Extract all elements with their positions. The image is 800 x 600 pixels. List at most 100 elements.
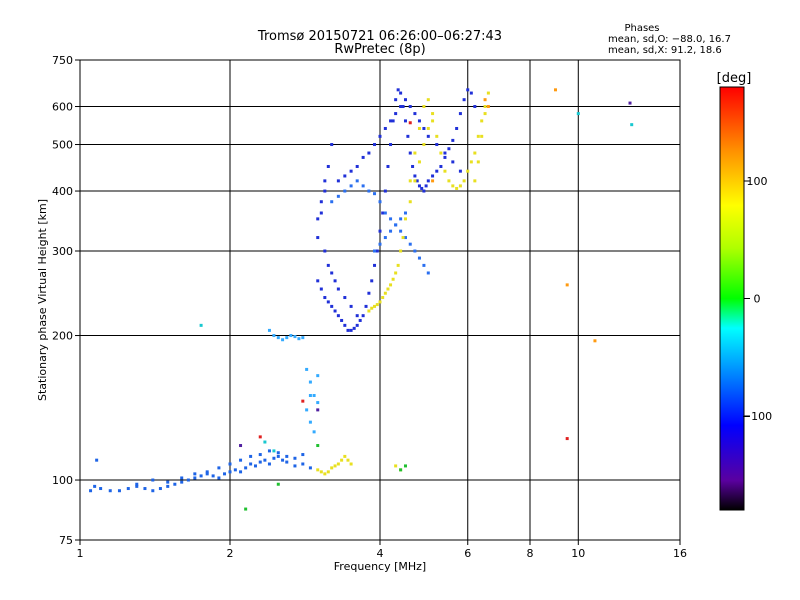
data-point — [431, 179, 435, 183]
data-point — [426, 98, 430, 102]
data-point — [361, 314, 365, 318]
data-point — [413, 249, 417, 253]
data-point — [330, 143, 334, 147]
data-point — [439, 151, 443, 155]
data-point — [451, 138, 455, 142]
data-point — [249, 462, 253, 466]
data-point — [281, 458, 285, 462]
data-point — [293, 464, 297, 468]
data-point — [319, 470, 323, 474]
data-point — [422, 105, 426, 109]
data-point — [316, 444, 320, 448]
y-tick-label: 100 — [52, 474, 73, 487]
data-point — [301, 453, 305, 457]
data-point — [483, 98, 487, 102]
data-point — [593, 339, 597, 343]
data-point — [276, 482, 280, 486]
data-point — [451, 184, 455, 188]
data-point — [244, 507, 248, 511]
data-point — [565, 283, 569, 287]
data-point — [323, 472, 327, 476]
data-point — [326, 164, 330, 168]
data-point — [316, 401, 320, 405]
data-point — [285, 336, 289, 340]
data-point — [486, 105, 490, 109]
data-point — [336, 314, 340, 318]
data-point — [305, 408, 309, 412]
data-point — [326, 300, 330, 304]
data-point — [263, 440, 267, 444]
data-point — [355, 179, 359, 183]
y-tick-label: 500 — [52, 139, 73, 152]
data-point — [343, 296, 347, 300]
data-point — [297, 337, 301, 341]
data-point — [451, 160, 455, 164]
data-point — [276, 451, 280, 455]
data-point — [330, 466, 334, 470]
y-tick-label: 600 — [52, 101, 73, 114]
data-point — [466, 88, 470, 92]
data-point — [323, 189, 327, 193]
x-tick-label: 16 — [673, 547, 687, 560]
data-point — [330, 304, 334, 308]
data-point — [458, 112, 462, 116]
data-point — [289, 334, 293, 338]
data-point — [394, 223, 398, 227]
colorbar-label: [deg] — [717, 71, 752, 86]
data-point — [193, 476, 197, 480]
data-point — [373, 249, 377, 253]
data-point — [151, 478, 155, 482]
data-point — [394, 464, 398, 468]
data-point — [443, 155, 447, 159]
data-point — [301, 399, 305, 403]
data-point — [308, 380, 312, 384]
colorbar-tick-label: 100 — [747, 175, 768, 188]
data-point — [358, 318, 362, 322]
data-point — [199, 323, 203, 327]
data-point — [417, 119, 421, 123]
data-point — [458, 184, 462, 188]
data-point — [316, 236, 320, 240]
data-point — [415, 179, 419, 183]
data-point — [473, 105, 477, 109]
data-point — [336, 179, 340, 183]
data-point — [389, 119, 393, 123]
data-point — [343, 189, 347, 193]
data-point — [228, 470, 232, 474]
data-point — [408, 179, 412, 183]
data-point — [455, 186, 459, 190]
data-point — [367, 189, 371, 193]
data-point — [151, 489, 155, 493]
data-point — [383, 291, 387, 295]
y-tick-label: 300 — [52, 245, 73, 258]
data-point — [399, 468, 403, 472]
data-point — [403, 464, 407, 468]
data-point — [466, 169, 470, 173]
data-point — [483, 112, 487, 116]
data-point — [480, 134, 484, 138]
data-point — [199, 474, 203, 478]
data-point — [308, 466, 312, 470]
data-point — [312, 394, 316, 398]
y-axis-ticks: 75 100 200 300 400 500 600 750 — [52, 54, 80, 547]
data-point — [319, 211, 323, 215]
x-axis-label: Frequency [MHz] — [334, 560, 426, 573]
data-point — [340, 458, 344, 462]
data-point — [349, 328, 353, 332]
data-point — [308, 420, 312, 424]
data-point — [99, 487, 103, 491]
data-point — [370, 279, 374, 283]
data-point — [355, 164, 359, 168]
data-point — [389, 143, 393, 147]
data-point — [476, 134, 480, 138]
data-point — [267, 462, 271, 466]
data-point — [401, 105, 405, 109]
data-point — [426, 126, 430, 130]
data-point — [417, 184, 421, 188]
data-point — [458, 169, 462, 173]
data-point — [399, 217, 403, 221]
data-point — [319, 287, 323, 291]
data-point — [447, 147, 451, 151]
grid-lines — [80, 60, 680, 540]
